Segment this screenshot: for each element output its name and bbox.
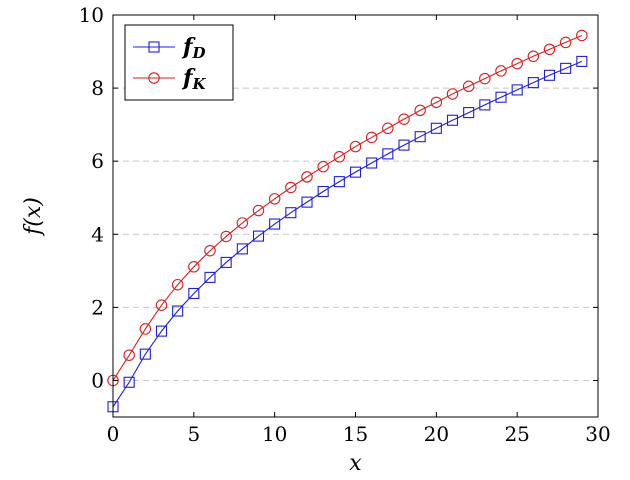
series-line [112,34,583,381]
data-point [543,43,556,56]
data-point [269,218,281,230]
data-point [236,217,249,229]
data-point [171,278,184,291]
x-axis-label: x [349,451,362,476]
data-point [398,139,410,151]
legend-item: fK [133,65,206,93]
data-point [365,131,378,144]
data-point [559,36,572,49]
data-point [495,91,507,103]
data-point [382,148,394,160]
data-point [349,140,362,153]
y-tick-label: 10 [79,3,104,27]
legend-label: fK [181,65,206,93]
data-point [511,57,523,70]
x-tick-label: 10 [262,422,287,446]
data-point [220,256,232,268]
data-point [414,104,426,117]
data-point [446,114,459,126]
data-point [560,62,572,74]
x-tick-label: 0 [107,422,120,446]
data-point [462,80,475,93]
data-point [576,55,588,67]
data-point [479,72,491,85]
data-point [155,299,168,311]
series-f_D [107,55,588,413]
y-tick-label: 4 [91,222,104,246]
x-tick-label: 25 [504,422,529,446]
data-point [398,113,410,125]
data-point [139,323,152,335]
data-point [285,207,297,219]
data-point [414,131,426,143]
y-tick-label: 6 [91,149,104,173]
x-tick-label: 30 [585,422,610,446]
legend-box [124,24,234,101]
data-point [188,261,200,273]
data-point [123,349,135,361]
data-point [382,122,394,135]
data-point [576,29,588,42]
data-point [527,50,540,63]
data-point [301,196,313,208]
x-tick-label: 20 [424,422,449,446]
data-point [479,99,491,111]
data-point [511,84,523,96]
y-tick-label: 2 [91,295,104,319]
series-layer [107,29,588,413]
data-point [155,325,168,337]
data-point [252,204,265,217]
data-point [204,271,216,283]
data-point [252,230,265,242]
data-point [317,160,329,173]
legend-label-main: f [181,34,196,60]
data-point [463,107,475,119]
data-point [285,181,297,194]
data-point [430,122,442,134]
data-point [366,157,378,169]
series-f_K [107,29,588,387]
data-point [204,244,216,257]
data-point [220,230,232,243]
series-line [112,60,583,408]
data-point [495,65,507,77]
data-point [123,376,135,388]
data-point [317,185,329,198]
data-point [446,88,459,100]
data-point [349,166,362,178]
legend-item: fD [133,34,205,62]
legend-label-main: f [181,65,196,91]
x-tick-label: 5 [187,422,200,446]
x-tick-label: 15 [343,422,368,446]
data-point [333,151,346,163]
data-point [236,243,248,255]
legend-label: fD [181,34,205,62]
legend-label-subscript: D [191,44,205,62]
data-point [301,171,313,183]
data-point [333,176,345,188]
data-point [430,96,443,109]
data-point [139,348,151,360]
data-point [172,305,184,317]
data-point [527,77,539,89]
legend-label-subscript: K [191,75,206,93]
grid-lines [113,87,598,381]
legend-marker [148,72,160,84]
axis-ticks: 0 5 10 15 20 25 30 0 2 4 6 8 10 [79,3,611,446]
data-point [543,69,556,81]
legend-marker [148,41,160,53]
y-axis-label: f(x) [21,197,46,237]
y-tick-label: 8 [91,76,104,100]
data-point [268,193,281,205]
data-point [188,287,200,300]
y-tick-label: 0 [91,368,104,392]
